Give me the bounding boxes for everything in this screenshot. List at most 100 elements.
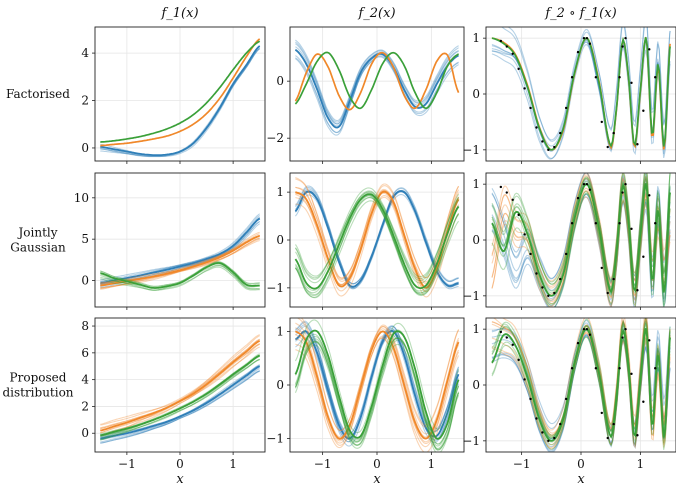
data-point [535, 126, 538, 129]
sample-line-blue [491, 334, 671, 452]
sample-line-blue [491, 193, 671, 307]
sample-line-orange [295, 335, 460, 446]
y-tick-label: 8 [81, 319, 89, 333]
mean-line-blue [295, 329, 460, 440]
x-tick-label: −1 [314, 457, 332, 471]
sample-line-blue [500, 27, 671, 141]
data-point [523, 378, 526, 381]
x-tick-label: 0 [176, 457, 184, 471]
data-point [570, 367, 574, 370]
data-point [618, 367, 621, 370]
sample-line-green [295, 200, 459, 299]
sample-line-orange [100, 335, 261, 426]
data-point [642, 400, 645, 403]
y-tick-label: 2 [81, 399, 89, 413]
data-point [582, 36, 586, 40]
row-label-line: Factorised [6, 87, 70, 101]
row-label-line: Gaussian [10, 241, 66, 255]
sample-line-orange [100, 239, 260, 289]
data-point [517, 213, 520, 217]
data-point [559, 422, 562, 426]
mean-line-blue [100, 365, 260, 440]
data-point [564, 397, 568, 401]
data-point [541, 286, 544, 289]
sample-line-orange [295, 178, 460, 279]
y-tick-label: −2 [266, 131, 284, 145]
sample-line-blue [491, 318, 671, 432]
sample-line-green [294, 341, 460, 450]
data-point [585, 182, 589, 186]
data-point [636, 434, 639, 437]
data-point [547, 294, 550, 298]
y-tick-label: 0 [472, 378, 480, 392]
data-point [564, 252, 568, 256]
data-point [559, 277, 562, 281]
data-point [648, 339, 651, 342]
y-tick-label: 4 [81, 373, 89, 387]
sample-line-orange [295, 337, 460, 448]
sample-line-green [295, 197, 459, 296]
sample-line-orange [300, 318, 460, 432]
data-point [499, 330, 503, 334]
x-axis-label: x [373, 472, 381, 487]
data-point [600, 266, 603, 270]
sample-line-green [100, 359, 260, 439]
data-point [541, 140, 544, 143]
y-tick-label: 0 [276, 378, 284, 392]
data-point [559, 131, 562, 135]
sample-line-green [491, 173, 671, 285]
sample-line-blue [100, 218, 261, 285]
sample-line-orange [296, 318, 460, 431]
mean-line-green [491, 327, 671, 442]
plot-area [100, 334, 261, 444]
sample-line-orange [100, 38, 261, 147]
sample-line-green [294, 319, 460, 434]
data-point [553, 145, 556, 149]
sample-line-orange [295, 196, 460, 298]
panel-r2-c3: −1 0 1 [462, 172, 676, 310]
data-point [523, 233, 526, 236]
mean-line-blue [100, 217, 261, 284]
sample-line-blue [100, 370, 260, 444]
data-point [636, 289, 639, 292]
row-label-line: Jointly [16, 226, 57, 240]
y-tick-label: −1 [266, 281, 284, 295]
data-point [606, 145, 609, 149]
data-point [606, 436, 609, 440]
y-tick-label: 1 [472, 177, 480, 191]
column-title-3: f_2 ∘ f_1(x) [544, 6, 616, 21]
y-tick-label: 0 [472, 87, 480, 101]
sample-line-blue [491, 173, 671, 283]
y-tick-label: 1 [276, 324, 284, 338]
data-point [564, 106, 568, 110]
y-tick-label: 0 [81, 426, 89, 440]
data-point [588, 333, 592, 336]
y-tick-label: 10 [74, 191, 89, 205]
sample-line-green [100, 358, 260, 441]
data-point [630, 227, 633, 231]
data-point [624, 36, 627, 40]
column-title-2: f_2(x) [357, 6, 395, 21]
sample-line-green [295, 196, 460, 297]
sample-line-blue [491, 334, 671, 452]
mean-line-blue [294, 190, 459, 288]
sample-line-green [294, 339, 460, 450]
sample-line-green [294, 51, 459, 110]
sample-line-green [491, 336, 671, 450]
x-tick-label: 1 [229, 457, 237, 471]
data-point [648, 48, 651, 51]
data-point [588, 188, 592, 191]
sample-line-green [295, 195, 459, 294]
data-point [529, 252, 532, 256]
sample-line-orange [491, 195, 671, 307]
sample-line-blue [491, 193, 671, 307]
sample-line-blue [100, 48, 261, 158]
y-tick-label: 0 [472, 233, 480, 247]
sample-line-blue [491, 196, 671, 307]
sample-line-green [100, 261, 260, 287]
data-point [570, 76, 574, 79]
y-tick-label: 6 [81, 346, 89, 360]
x-tick-label: 1 [637, 457, 645, 471]
data-point [654, 222, 657, 225]
x-axis-label: x [176, 472, 184, 487]
